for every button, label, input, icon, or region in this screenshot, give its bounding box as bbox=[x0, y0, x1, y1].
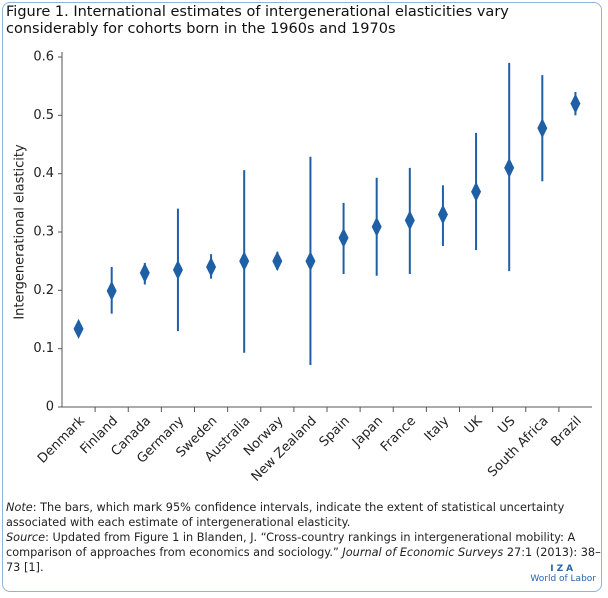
point bbox=[106, 280, 117, 301]
x-tick-label: Brazil bbox=[548, 414, 584, 450]
source-ref: 27:1 (2013): 38–73 [1]. bbox=[6, 546, 601, 574]
point bbox=[305, 251, 316, 272]
point bbox=[537, 118, 548, 139]
logo-text: World of Labor bbox=[530, 574, 596, 584]
point bbox=[139, 262, 150, 283]
point bbox=[371, 216, 382, 237]
source-journal: Journal of Economic Surveys bbox=[342, 546, 504, 559]
y-tick-label: 0.5 bbox=[33, 108, 54, 123]
point bbox=[437, 204, 448, 225]
y-tick-label: 0.1 bbox=[33, 341, 54, 356]
x-tick-label: UK bbox=[462, 413, 486, 437]
note-label: Note bbox=[6, 501, 33, 514]
source-label: Source bbox=[6, 531, 46, 544]
point bbox=[239, 251, 250, 272]
y-tick-label: 0 bbox=[46, 400, 54, 415]
point bbox=[404, 210, 415, 231]
point bbox=[73, 318, 84, 339]
point bbox=[504, 157, 515, 178]
point bbox=[338, 227, 349, 248]
x-tick-label: Spain bbox=[317, 414, 353, 450]
y-axis-label: Intergenerational elasticity bbox=[13, 144, 28, 320]
source: Source: Updated from Figure 1 in Blanden… bbox=[6, 530, 601, 575]
x-tick-label: US bbox=[495, 414, 518, 437]
chart-title: Figure 1. International estimates of int… bbox=[6, 4, 509, 37]
logo-mark: IZA bbox=[550, 564, 577, 574]
x-tick-label: France bbox=[378, 414, 419, 455]
point bbox=[471, 181, 482, 202]
y-tick-label: 0.4 bbox=[33, 166, 54, 181]
point bbox=[172, 259, 183, 280]
note-text: : The bars, which mark 95% confidence in… bbox=[6, 501, 565, 529]
source-text: : Updated from Figure 1 in Blanden, J. “… bbox=[6, 531, 576, 559]
x-tick-label: Denmark bbox=[35, 413, 88, 466]
point bbox=[272, 251, 283, 272]
note: Note: The bars, which mark 95% confidenc… bbox=[6, 500, 601, 530]
y-tick-label: 0.2 bbox=[33, 283, 54, 298]
point bbox=[206, 257, 217, 277]
y-tick-label: 0.6 bbox=[33, 50, 54, 65]
frame bbox=[2, 2, 602, 592]
y-tick-label: 0.3 bbox=[33, 225, 54, 240]
x-tick-label: Italy bbox=[422, 413, 453, 444]
logo: IZA World of Labor bbox=[530, 564, 596, 584]
point bbox=[570, 93, 581, 114]
chart: 0 0.1 0.2 0.3 0.4 0.5 0.6 Intergenerational ela… bbox=[13, 50, 592, 485]
x-tick-label: South Africa bbox=[485, 414, 551, 480]
